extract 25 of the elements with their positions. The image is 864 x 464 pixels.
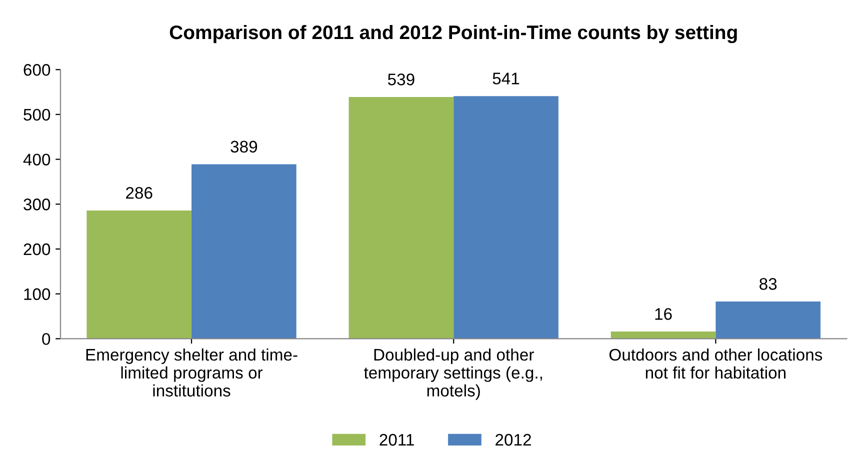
legend-label: 2012	[496, 434, 531, 446]
bar	[610, 332, 716, 339]
x-tick-label: Emergency shelter and time- limited programs or institutions	[86, 348, 298, 397]
chart-title: Comparison of 2011 and 2012 Point-in-Time counts by setting	[170, 24, 737, 44]
y-tick-label: 300	[24, 198, 50, 210]
bar	[716, 301, 821, 339]
legend-label: 2011	[380, 434, 414, 446]
y-tick-label: 400	[23, 154, 50, 166]
bar	[192, 164, 296, 339]
data-label: 389	[230, 140, 258, 153]
y-tick-label: 200	[24, 243, 50, 256]
data-label: 539	[388, 74, 414, 86]
bar	[86, 210, 192, 339]
data-label: 16	[655, 308, 672, 320]
y-tick-label: 600	[24, 64, 50, 76]
bar	[348, 96, 454, 339]
y-tick-label: 500	[24, 108, 50, 121]
data-label: 541	[492, 72, 520, 84]
data-label: 286	[126, 187, 152, 199]
x-tick-label: Outdoors and other locations not fit for habitation	[609, 348, 822, 379]
y-tick-label: 0	[42, 333, 50, 345]
bar	[454, 96, 558, 339]
data-label: 83	[760, 278, 777, 290]
x-tick-label: Doubled-up and other temporary settings (e.g., motels)	[364, 348, 542, 400]
y-tick-label: 100	[24, 288, 50, 300]
